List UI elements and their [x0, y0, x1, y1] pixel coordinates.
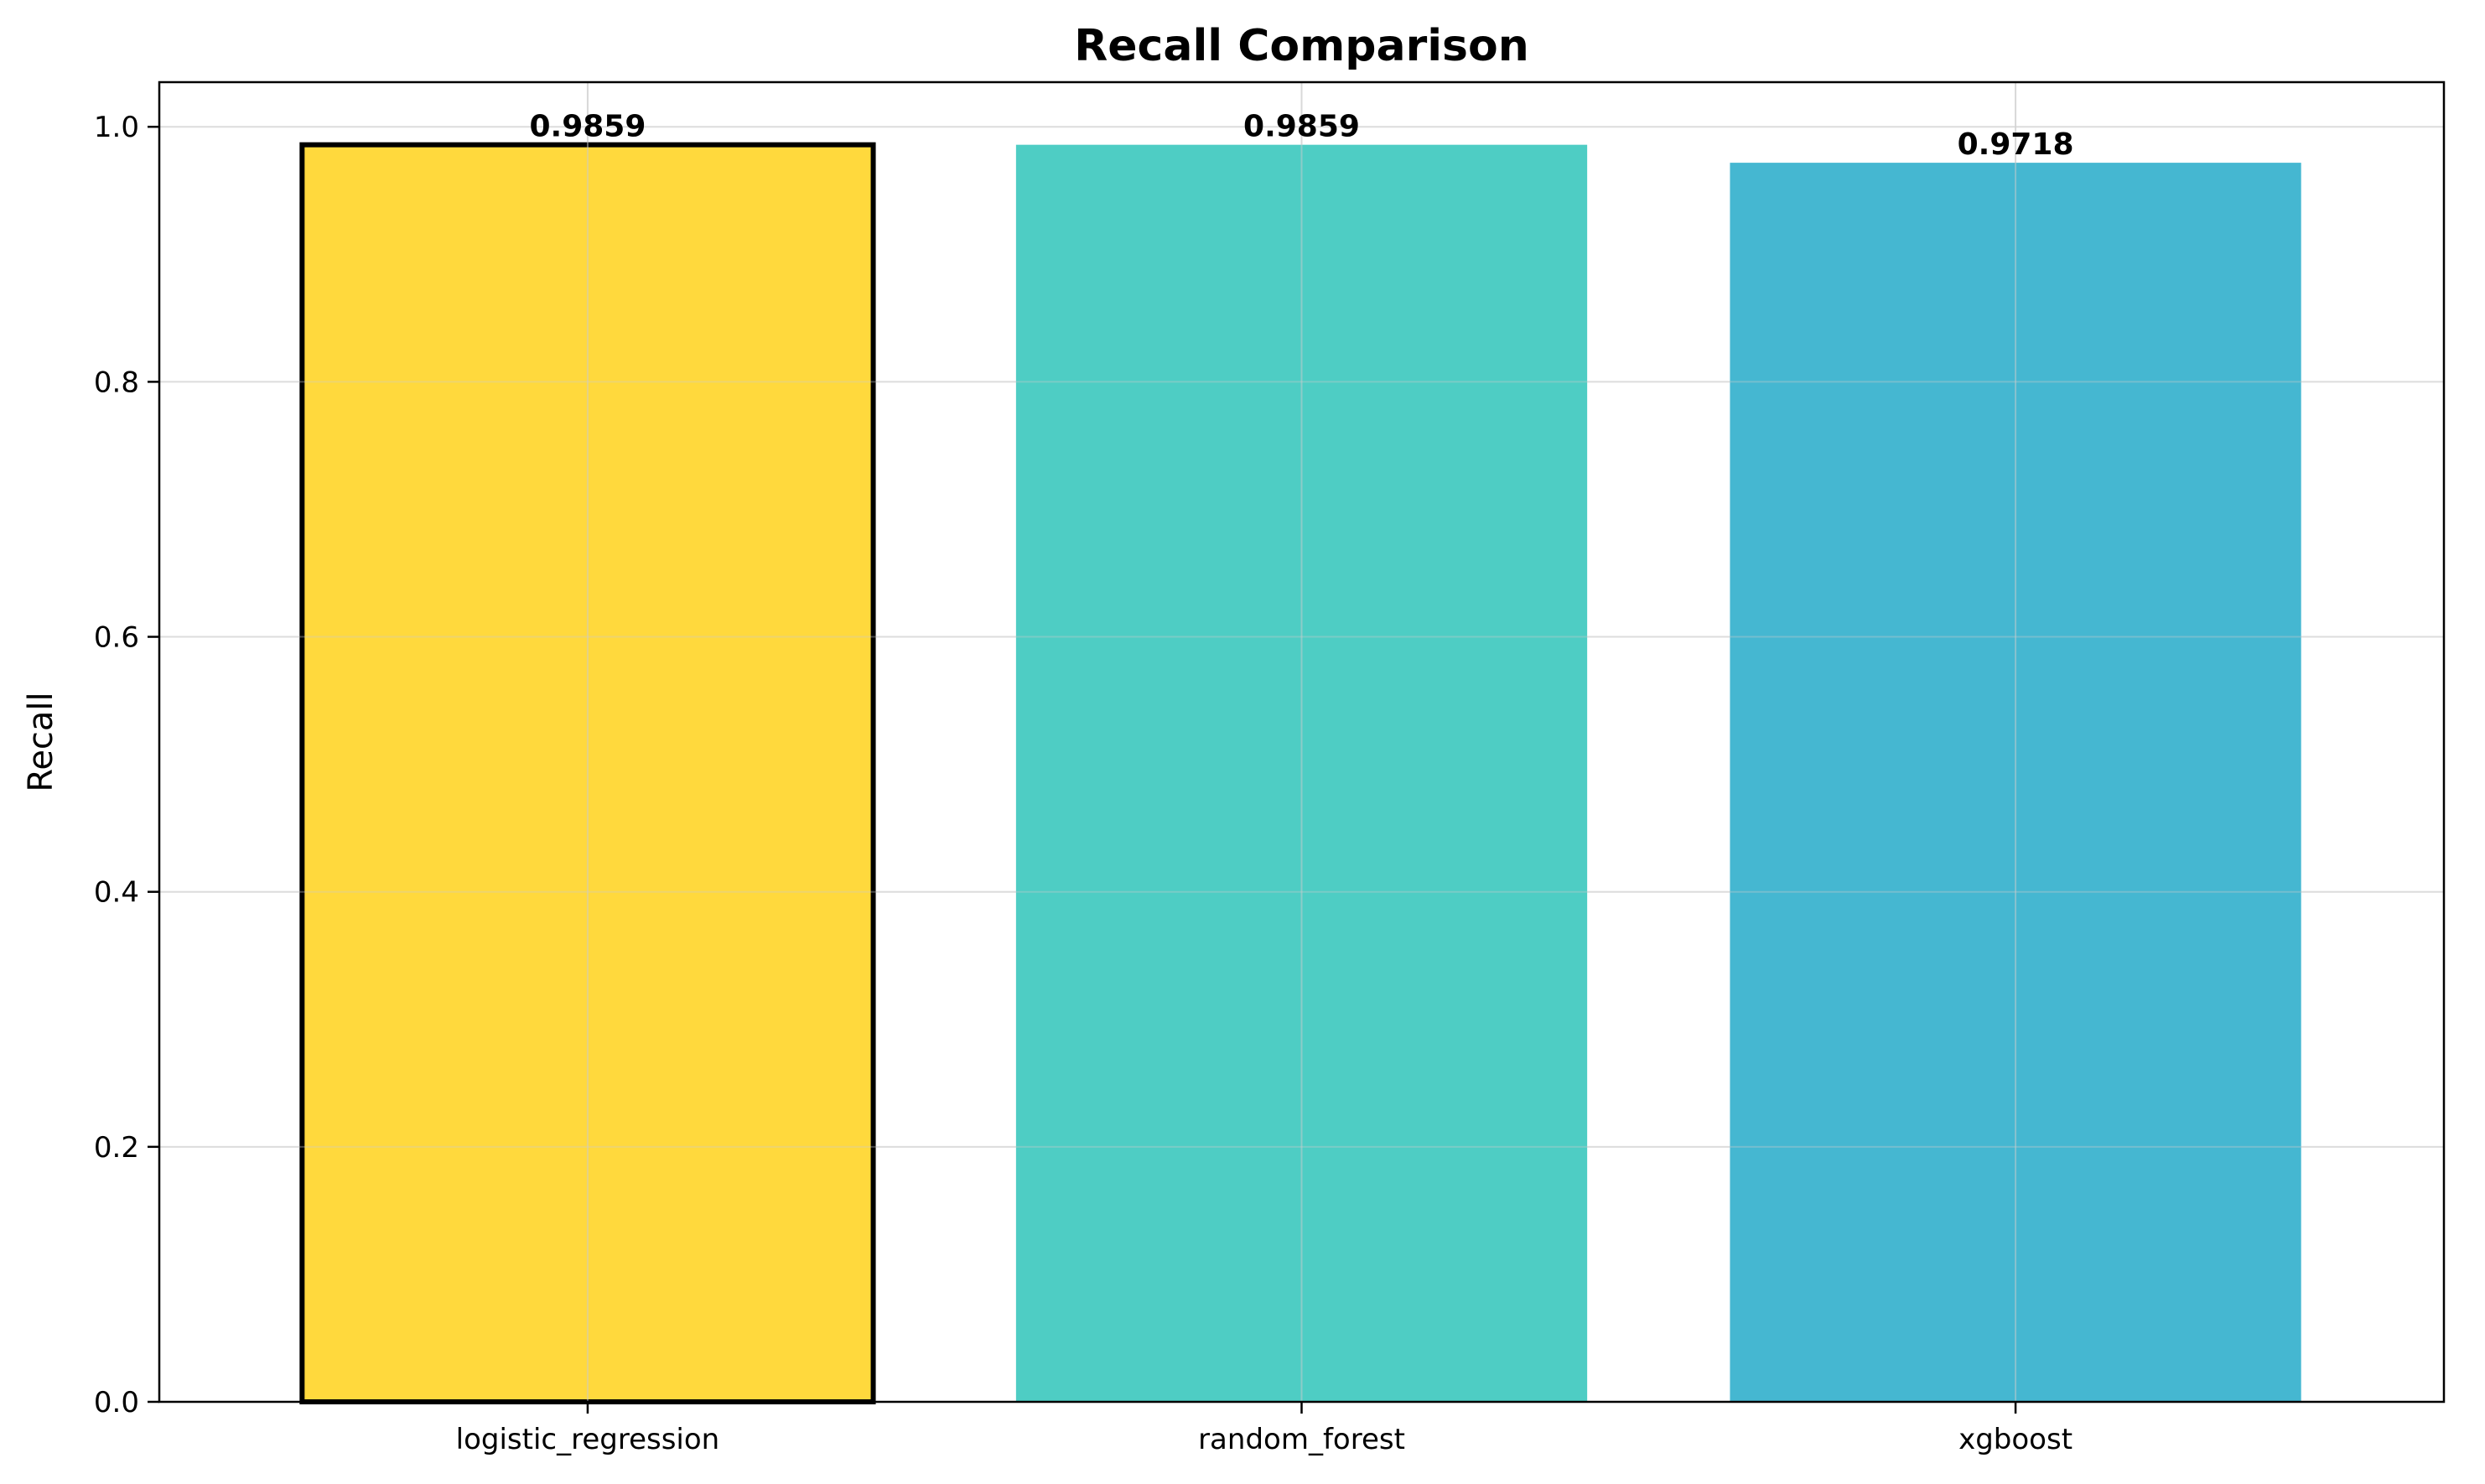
data-label-xgboost: 0.9718 [1958, 127, 2074, 162]
y-axis-ticks: 0.0 0.2 0.4 0.6 0.8 1.0 [94, 111, 159, 1419]
x-axis-ticks: logistic_regression random_forest xgboost [456, 1402, 2073, 1456]
y-tick-label: 1.0 [94, 111, 139, 144]
x-tick-label-random-forest: random_forest [1198, 1423, 1405, 1456]
y-tick-label: 0.0 [94, 1386, 139, 1419]
data-label-layer: 0.9859 0.9859 0.9718 [529, 110, 2073, 162]
x-tick-label-xgboost: xgboost [1958, 1423, 2073, 1456]
data-label-random-forest: 0.9859 [1243, 110, 1360, 144]
y-axis-label: Recall [22, 692, 60, 791]
y-tick-label: 0.2 [94, 1131, 139, 1165]
y-tick-label: 0.8 [94, 366, 139, 399]
y-tick-label: 0.4 [94, 876, 139, 910]
y-tick-label: 0.6 [94, 621, 139, 655]
chart-title: Recall Comparison [1074, 21, 1529, 71]
data-label-logistic-regression: 0.9859 [529, 110, 646, 144]
x-tick-label-logistic-regression: logistic_regression [456, 1423, 720, 1456]
